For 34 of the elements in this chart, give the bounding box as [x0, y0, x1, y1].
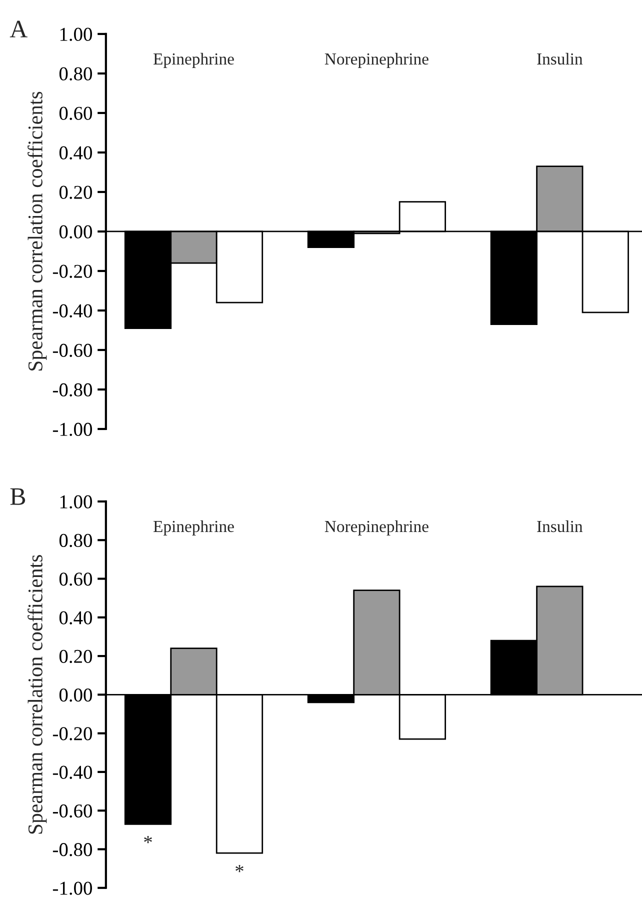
chart-title: B — [10, 488, 26, 505]
y-tick-label: -0.20 — [52, 727, 92, 740]
x-tick-label: Epinephrine — [154, 520, 234, 536]
y-tick-label: 0.00 — [59, 225, 92, 239]
y-tick-label: -0.40 — [52, 304, 92, 318]
y-tick-label: -0.60 — [52, 804, 92, 818]
y-tick-label: 1.00 — [60, 28, 92, 41]
y-tick-label: 0.60 — [59, 572, 92, 586]
x-tick-label: Insulin — [537, 52, 583, 65]
y-tick-label: 0.40 — [59, 611, 92, 624]
y-tick-label: -1.00 — [52, 882, 92, 895]
y-tick-label: 0.00 — [59, 688, 92, 702]
x-tick-label: Norepinephrine — [324, 520, 428, 536]
y-tick-label: -0.80 — [52, 383, 92, 397]
y-tick-label: -0.20 — [52, 264, 92, 278]
y-tick-label: 0.80 — [59, 67, 92, 80]
x-tick-label: Insulin — [537, 520, 583, 532]
y-tick-label: 0.60 — [59, 106, 92, 120]
y-tick-label: -1.00 — [52, 422, 92, 436]
y-tick-label: 0.80 — [59, 534, 92, 548]
y-axis-title: Spearman correlation coefficients — [28, 92, 47, 370]
y-tick-label: -0.60 — [52, 344, 92, 358]
chart-title: A — [10, 20, 28, 38]
y-tick-label: 0.40 — [59, 146, 92, 160]
y-tick-label: -0.40 — [52, 766, 92, 779]
data-label: * — [144, 836, 152, 844]
y-tick-label: 0.20 — [59, 650, 92, 664]
y-axis-title: Spearman correlation coefficients — [28, 555, 47, 834]
data-label: * — [236, 864, 244, 872]
x-tick-label: Epinephrine — [154, 52, 234, 68]
y-tick-label: 0.20 — [59, 186, 92, 200]
y-tick-label: 1.00 — [60, 495, 92, 508]
y-tick-label: -0.80 — [52, 843, 92, 856]
x-tick-label: Norepinephrine — [324, 52, 428, 68]
